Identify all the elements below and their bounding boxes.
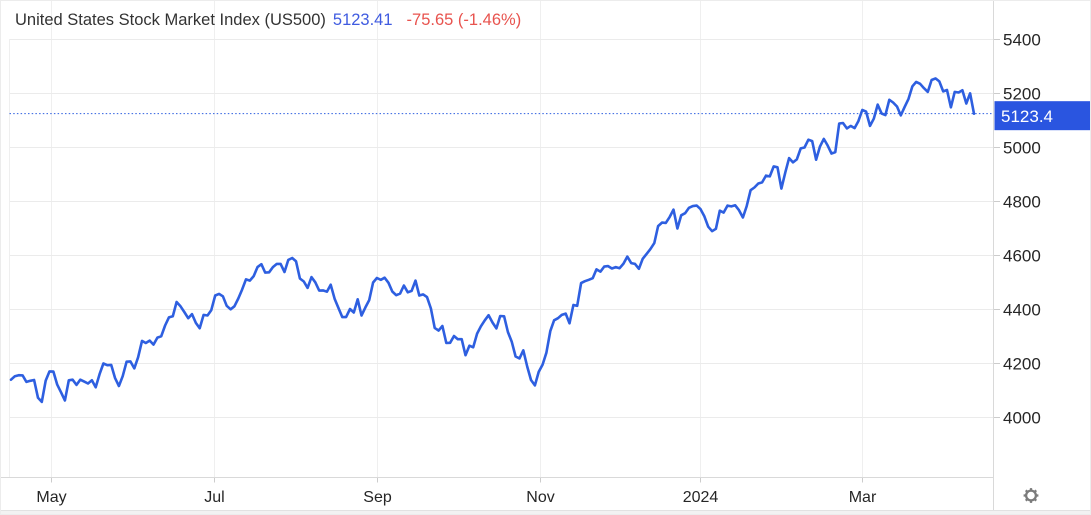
settings-button[interactable] — [1020, 485, 1042, 507]
y-axis-tick-label: 4600 — [1003, 247, 1041, 266]
x-axis-tick-label: Sep — [363, 489, 392, 506]
axis-labels: May Jul Sep Nov 2024 Mar 5400 5200 5000 4800 4600 4… — [36, 31, 1040, 507]
x-axis-tick-label: 2024 — [683, 489, 719, 506]
axes — [1, 1, 1000, 511]
x-axis-tick-label: Mar — [849, 489, 877, 506]
price-change-value: -75.65 (-1.46%) — [406, 11, 522, 29]
chart-header: United States Stock Market Index (US500)… — [15, 9, 521, 31]
y-axis-tick-label: 4000 — [1003, 409, 1041, 428]
range-slider-strip[interactable] — [1, 511, 1091, 515]
price-line-series — [9, 77, 976, 404]
current-value-badge-label: 5123.4 — [1001, 107, 1053, 126]
x-axis-tick-label: May — [36, 489, 66, 506]
last-price-value: 5123.41 — [332, 11, 393, 29]
x-axis-tick-label: Jul — [204, 489, 224, 506]
gear-icon[interactable] — [1020, 485, 1042, 507]
y-axis-tick-label: 5400 — [1003, 31, 1041, 50]
y-axis-tick-label: 4800 — [1003, 193, 1041, 212]
x-axis-tick-label: Nov — [526, 489, 554, 506]
current-value-badge: 5123.4 — [994, 101, 1090, 131]
y-axis-tick-label: 4400 — [1003, 301, 1041, 320]
gear-ring — [1024, 489, 1038, 502]
y-axis-tick-label: 5200 — [1003, 85, 1041, 104]
current-value-badge-box — [994, 101, 1090, 131]
gridlines — [9, 1, 994, 478]
y-axis-tick-label: 4200 — [1003, 355, 1041, 374]
price-line — [9, 77, 976, 404]
y-axis-tick-label: 5000 — [1003, 139, 1041, 158]
chart-title: United States Stock Market Index (US500) — [15, 11, 326, 29]
